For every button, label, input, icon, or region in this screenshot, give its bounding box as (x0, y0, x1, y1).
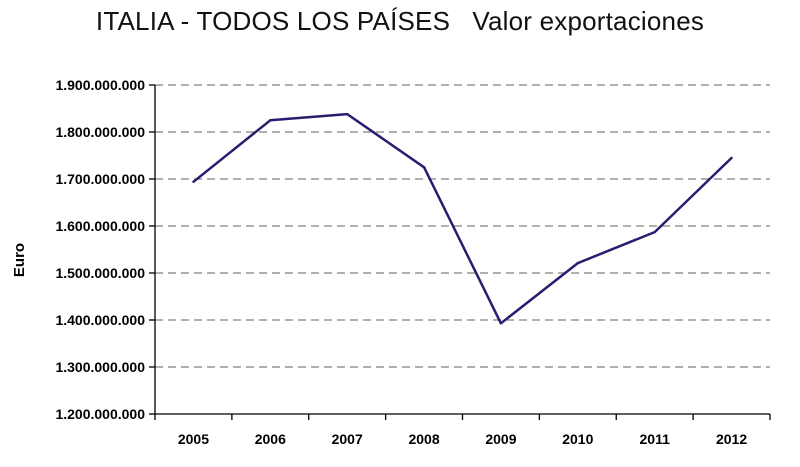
gridlines (155, 84, 770, 368)
series-line (192, 112, 733, 325)
data-point (653, 230, 656, 234)
x-tick-label: 2006 (255, 431, 286, 447)
y-tick-label: 1.800.000.000 (55, 124, 145, 140)
data-point (730, 156, 733, 160)
x-tick-label: 2007 (332, 431, 363, 447)
chart-title: ITALIA - TODOS LOS PAÍSES Valor exportac… (95, 6, 705, 36)
data-point (269, 119, 272, 122)
y-axis-title: Euro (11, 243, 28, 277)
y-tick-label: 1.900.000.000 (55, 77, 145, 93)
data-point (576, 261, 580, 265)
y-tick-label: 1.700.000.000 (55, 171, 145, 187)
y-tick-label: 1.600.000.000 (55, 218, 145, 234)
y-tick-label: 1.200.000.000 (55, 406, 145, 422)
data-point (192, 180, 195, 184)
axes (149, 84, 771, 420)
x-tick-label: 2005 (178, 431, 209, 447)
data-point (345, 112, 349, 116)
x-tick-label: 2010 (562, 431, 593, 447)
x-tick-label: 2008 (408, 431, 439, 447)
data-point (422, 166, 426, 169)
series-layer (192, 112, 733, 325)
x-tick-label: 2011 (640, 431, 671, 447)
x-tick-label: 2009 (485, 431, 516, 447)
y-tick-label: 1.300.000.000 (55, 359, 145, 375)
y-tick-label: 1.400.000.000 (55, 312, 145, 328)
y-tick-label: 1.500.000.000 (55, 265, 145, 281)
data-point (499, 322, 503, 325)
tick-labels: 1.200.000.000 1.300.000.000 1.400.000.000 1… (55, 77, 747, 447)
x-tick-label: 2012 (716, 431, 747, 447)
